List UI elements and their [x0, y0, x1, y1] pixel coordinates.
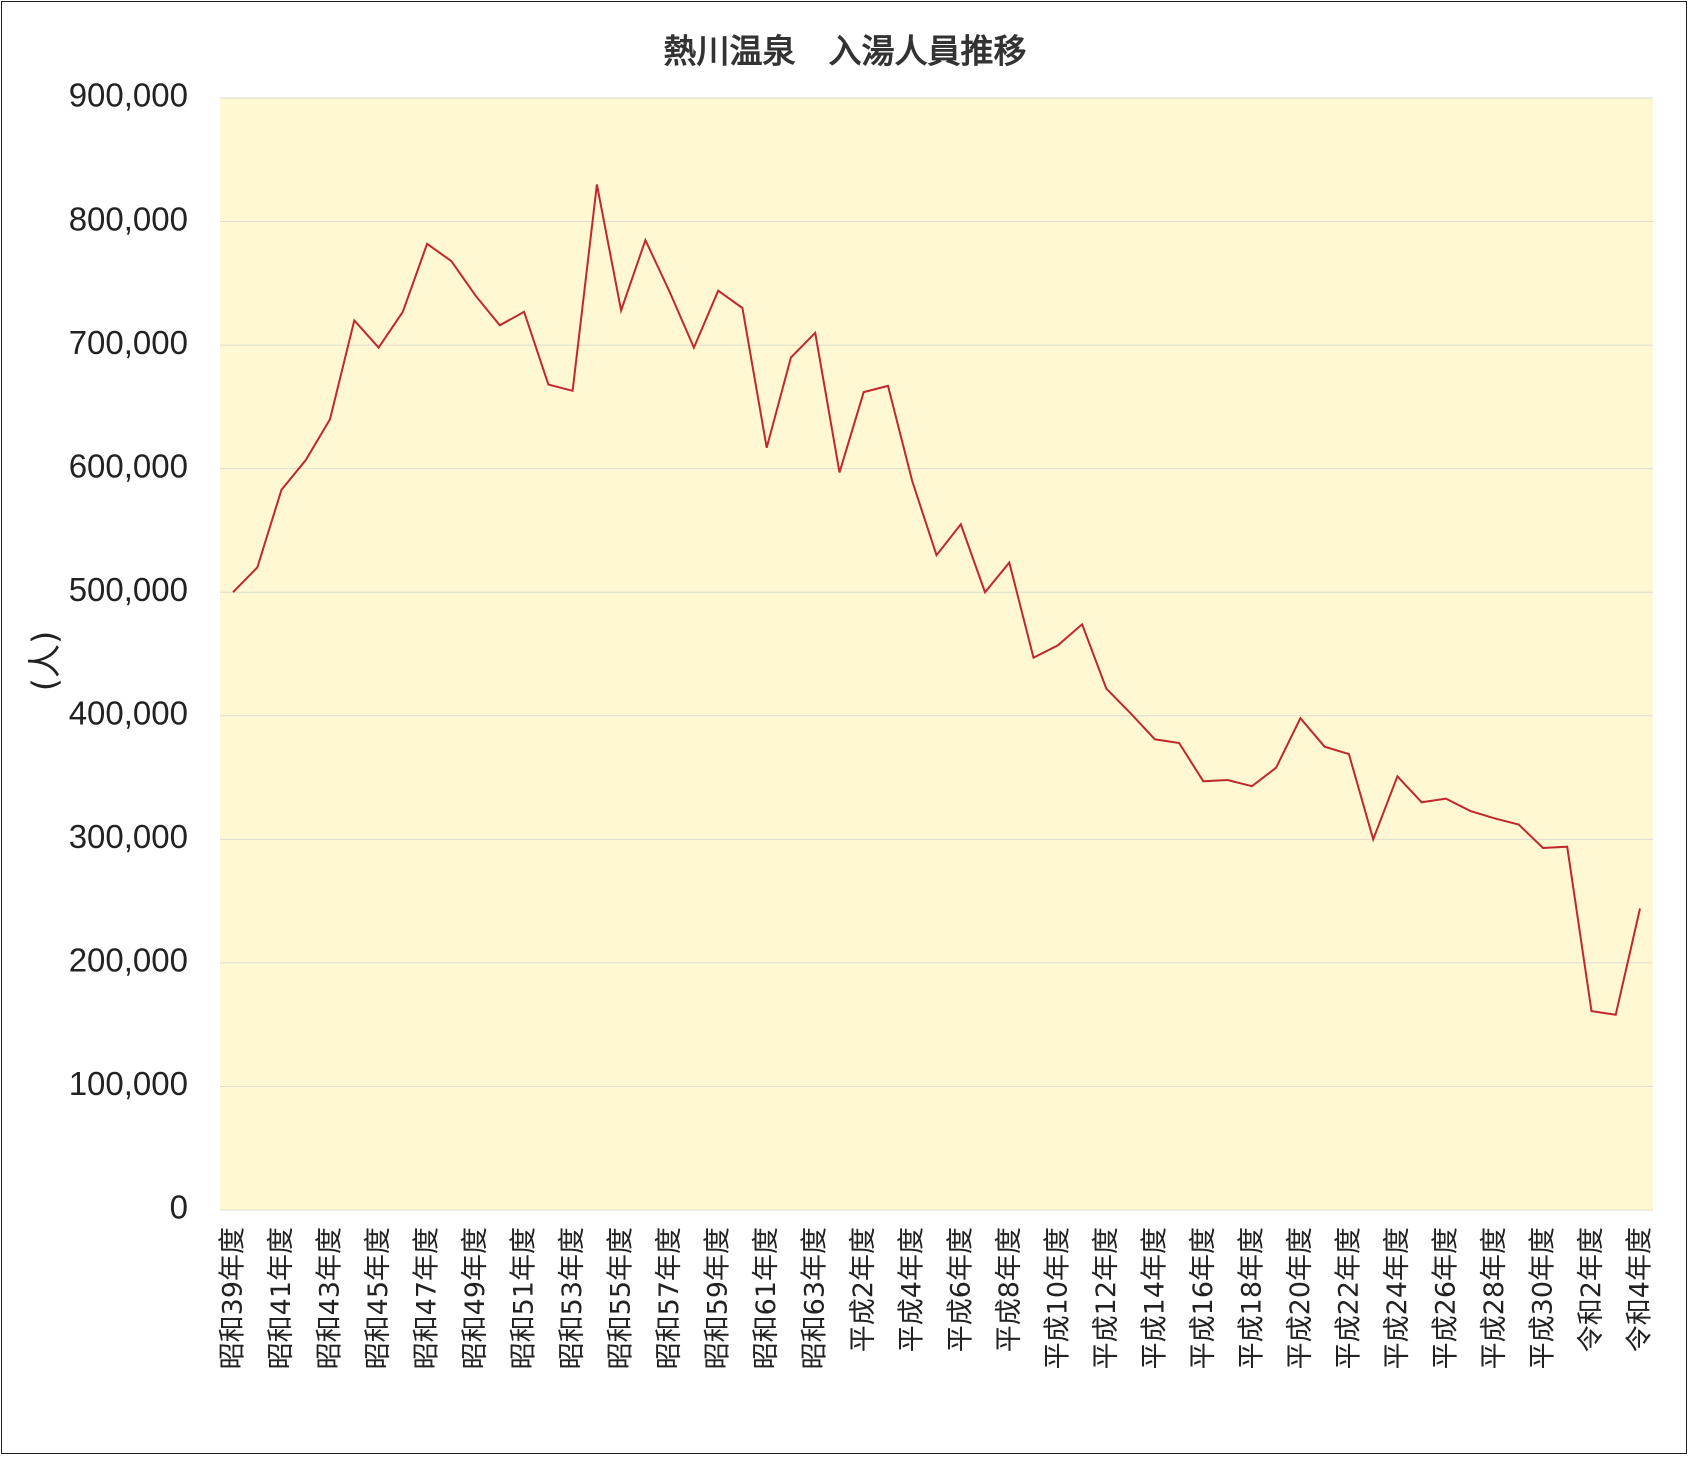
x-tick-label: 昭和45年度 [363, 1227, 394, 1369]
x-tick-label: 昭和61年度 [751, 1227, 782, 1369]
x-tick-label: 昭和57年度 [654, 1227, 685, 1369]
x-tick-label: 昭和39年度 [218, 1227, 249, 1369]
chart-title: 熱川温泉 入湯人員推移 [664, 32, 1027, 71]
gridlines [220, 97, 1653, 1211]
y-tick-label: 100,000 [69, 1065, 188, 1102]
x-tick-label: 平成26年度 [1430, 1227, 1461, 1369]
x-tick-label: 平成14年度 [1139, 1227, 1170, 1369]
x-tick-label: 昭和49年度 [460, 1227, 491, 1369]
y-tick-label: 500,000 [69, 571, 188, 608]
x-tick-label: 昭和43年度 [315, 1227, 346, 1369]
x-tick-label: 昭和55年度 [606, 1227, 637, 1369]
x-tick-label: 平成16年度 [1188, 1227, 1219, 1369]
y-tick-label: 300,000 [69, 818, 188, 855]
x-tick-label: 平成4年度 [897, 1227, 928, 1352]
x-tick-label: 平成18年度 [1236, 1227, 1267, 1369]
x-tick-label: 平成22年度 [1333, 1227, 1364, 1369]
x-tick-label: 平成2年度 [848, 1227, 879, 1352]
y-axis-label: (人) [26, 631, 66, 692]
series-line [232, 184, 1641, 1016]
x-tick-label: 平成20年度 [1285, 1227, 1316, 1369]
x-tick-label: 平成6年度 [945, 1227, 976, 1352]
y-tick-label: 800,000 [69, 200, 188, 237]
series-group [232, 184, 1641, 1016]
y-tick-label: 900,000 [69, 77, 188, 114]
x-tick-label: 昭和47年度 [412, 1227, 443, 1369]
x-tick-label: 昭和59年度 [703, 1227, 734, 1369]
x-tick-label: 平成12年度 [1091, 1227, 1122, 1369]
x-tick-label: 昭和51年度 [509, 1227, 540, 1369]
x-tick-label: 平成8年度 [994, 1227, 1025, 1352]
x-tick-label: 平成28年度 [1479, 1227, 1510, 1369]
y-tick-label: 200,000 [69, 942, 188, 979]
y-tick-label: 0 [170, 1189, 188, 1226]
y-tick-label: 700,000 [69, 324, 188, 361]
plot-area [220, 98, 1653, 1210]
y-tick-label: 600,000 [69, 447, 188, 484]
x-axis-ticks: 昭和39年度 昭和41年度 昭和43年度 昭和45年度 昭和47年度 昭和49年度 昭和51… [218, 1227, 1656, 1369]
x-tick-label: 昭和41年度 [266, 1227, 297, 1369]
x-tick-label: 平成24年度 [1382, 1227, 1413, 1369]
x-tick-label: 昭和63年度 [800, 1227, 831, 1369]
y-tick-label: 400,000 [69, 694, 188, 731]
x-tick-label: 令和4年度 [1625, 1227, 1656, 1352]
y-axis-ticks: 0 100,000 200,000 300,000 400,000 500,000 600,… [69, 77, 188, 1226]
x-tick-label: 平成10年度 [1042, 1227, 1073, 1369]
x-tick-label: 平成30年度 [1528, 1227, 1559, 1369]
x-tick-label: 令和2年度 [1576, 1227, 1607, 1352]
x-tick-label: 昭和53年度 [557, 1227, 588, 1369]
